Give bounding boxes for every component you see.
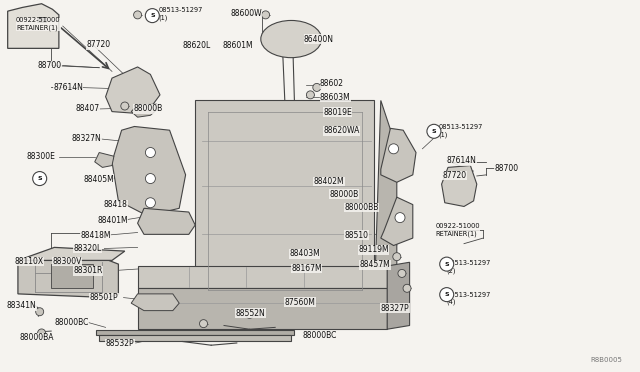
Text: 88405M: 88405M <box>83 175 114 184</box>
Text: 87614N: 87614N <box>53 83 83 92</box>
Polygon shape <box>112 126 186 216</box>
Text: 88300V: 88300V <box>52 257 82 266</box>
Polygon shape <box>442 166 477 206</box>
Text: 88341N: 88341N <box>6 301 36 310</box>
Text: 88600W: 88600W <box>230 9 262 18</box>
Polygon shape <box>195 100 374 298</box>
Polygon shape <box>374 100 397 298</box>
Text: 87614N: 87614N <box>447 156 477 165</box>
Text: 88510: 88510 <box>344 231 369 240</box>
Text: 88019E: 88019E <box>323 108 352 117</box>
Text: 86400N: 86400N <box>304 35 334 44</box>
Polygon shape <box>131 104 157 117</box>
Text: 88401M: 88401M <box>97 216 128 225</box>
Text: 88167M: 88167M <box>291 264 322 273</box>
Text: 88620WA: 88620WA <box>323 126 360 135</box>
Text: 88457M: 88457M <box>360 260 390 269</box>
Circle shape <box>398 269 406 278</box>
Text: 88300E: 88300E <box>27 152 56 161</box>
Text: 88402M: 88402M <box>314 177 344 186</box>
Polygon shape <box>138 288 387 329</box>
Polygon shape <box>99 335 291 341</box>
Text: 87560M: 87560M <box>285 298 316 307</box>
Circle shape <box>403 284 411 292</box>
Text: 88327N: 88327N <box>72 134 101 143</box>
Circle shape <box>145 174 156 183</box>
Text: 88407: 88407 <box>76 105 100 113</box>
Text: S: S <box>150 13 155 18</box>
Text: 88327P: 88327P <box>381 304 410 312</box>
Text: 87720: 87720 <box>443 171 467 180</box>
Polygon shape <box>18 260 118 298</box>
Text: 88700: 88700 <box>494 164 518 173</box>
Text: S: S <box>431 129 436 134</box>
Polygon shape <box>138 266 387 288</box>
Text: 88000B: 88000B <box>330 190 359 199</box>
Text: 88301R: 88301R <box>74 266 103 275</box>
Text: 88000BC: 88000BC <box>302 331 337 340</box>
Circle shape <box>36 308 44 316</box>
Text: 88110X: 88110X <box>14 257 44 266</box>
Circle shape <box>440 288 454 302</box>
Text: 89119M: 89119M <box>358 246 389 254</box>
Circle shape <box>33 171 47 186</box>
Text: 88418M: 88418M <box>80 231 111 240</box>
Circle shape <box>440 257 454 271</box>
Text: 08513-51297
(4): 08513-51297 (4) <box>447 292 491 305</box>
Text: S: S <box>444 292 449 297</box>
Text: S: S <box>444 262 449 267</box>
Polygon shape <box>138 208 195 234</box>
Text: 08513-51297
(2): 08513-51297 (2) <box>447 260 491 274</box>
Circle shape <box>307 91 314 99</box>
Text: 88000BA: 88000BA <box>19 333 54 342</box>
Text: 08513-51297
(1): 08513-51297 (1) <box>438 124 483 138</box>
Circle shape <box>38 329 45 337</box>
Polygon shape <box>96 330 294 335</box>
Circle shape <box>134 11 141 19</box>
Text: 88700: 88700 <box>37 61 61 70</box>
Circle shape <box>200 320 207 328</box>
Circle shape <box>145 148 156 157</box>
Text: 08513-51297
(1): 08513-51297 (1) <box>159 7 203 20</box>
Circle shape <box>393 253 401 261</box>
Text: 88501P: 88501P <box>90 293 118 302</box>
Text: 88532P: 88532P <box>106 339 134 348</box>
Text: S: S <box>37 176 42 181</box>
Text: 88000BB: 88000BB <box>344 203 379 212</box>
Text: R8B0005: R8B0005 <box>590 357 622 363</box>
Circle shape <box>388 144 399 154</box>
Polygon shape <box>95 153 114 167</box>
Polygon shape <box>8 4 59 48</box>
Text: 88603M: 88603M <box>320 93 351 102</box>
Text: 88418: 88418 <box>104 200 127 209</box>
Circle shape <box>145 198 156 208</box>
Polygon shape <box>106 67 160 113</box>
Polygon shape <box>37 17 46 22</box>
Ellipse shape <box>261 20 321 58</box>
Text: 00922-51000
RETAINER(1): 00922-51000 RETAINER(1) <box>435 223 480 237</box>
Text: 88320L: 88320L <box>74 244 102 253</box>
Text: 88601M: 88601M <box>223 41 253 50</box>
Text: 88000B: 88000B <box>133 105 163 113</box>
Text: 88000BC: 88000BC <box>54 318 89 327</box>
Text: 00922-51000
RETAINER(1): 00922-51000 RETAINER(1) <box>16 17 61 31</box>
Circle shape <box>427 124 441 138</box>
Circle shape <box>121 102 129 110</box>
Circle shape <box>313 83 321 92</box>
Polygon shape <box>387 262 410 329</box>
Text: 88602: 88602 <box>320 79 344 88</box>
Text: 88403M: 88403M <box>289 249 320 258</box>
Text: 87720: 87720 <box>86 40 111 49</box>
Circle shape <box>395 213 405 222</box>
Circle shape <box>262 11 269 19</box>
Circle shape <box>145 9 159 23</box>
Text: 88552N: 88552N <box>236 309 265 318</box>
Polygon shape <box>381 197 413 246</box>
Polygon shape <box>18 247 125 260</box>
Polygon shape <box>131 294 179 311</box>
Circle shape <box>246 310 253 318</box>
Text: 88620L: 88620L <box>182 41 211 50</box>
Polygon shape <box>381 128 416 182</box>
Polygon shape <box>51 264 93 288</box>
